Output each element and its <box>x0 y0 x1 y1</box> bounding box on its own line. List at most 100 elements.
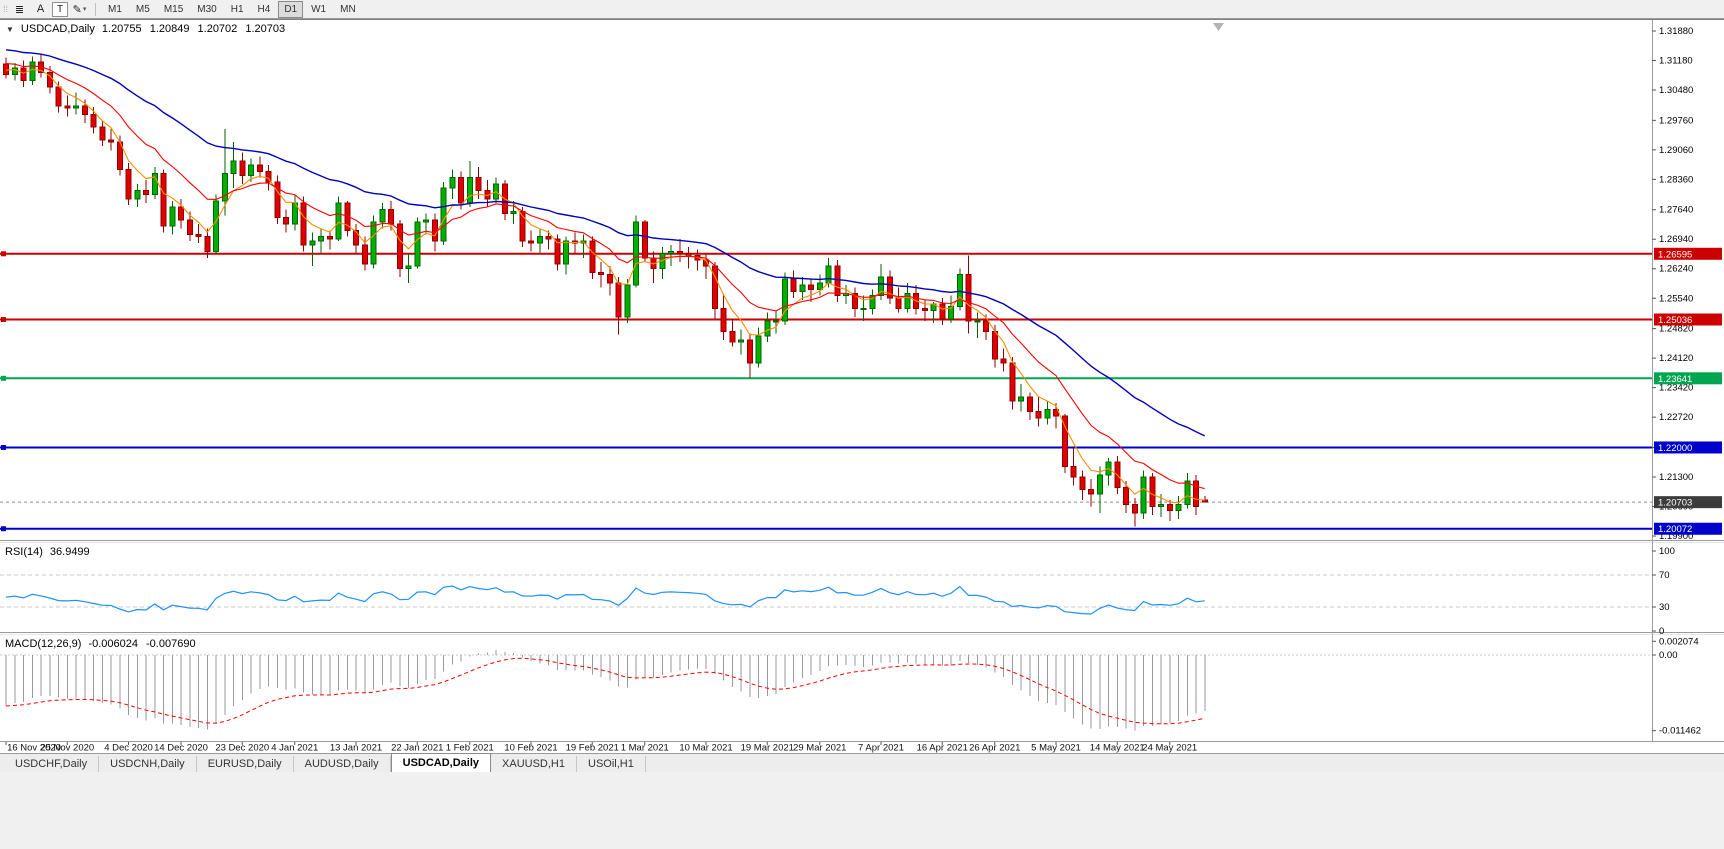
svg-text:1.31880: 1.31880 <box>1659 26 1693 37</box>
chart-tab-bar: USDCHF,Daily USDCNH,Daily EURUSD,Daily AUDU… <box>0 753 1724 772</box>
svg-text:14 May 2021: 14 May 2021 <box>1090 743 1145 754</box>
svg-text:16 Nov 2020: 16 Nov 2020 <box>7 743 61 754</box>
svg-text:1.23420: 1.23420 <box>1659 383 1693 394</box>
svg-text:0: 0 <box>1659 626 1664 637</box>
macd-signal-line <box>5 657 1205 725</box>
timeframe-h4-button[interactable]: H4 <box>257 3 271 15</box>
svg-text:1.25036: 1.25036 <box>1658 315 1692 326</box>
chart-ohlc-values: 1.20755 1.20849 1.20702 1.20703 <box>101 23 286 35</box>
timeframe-m30-button[interactable]: M30 <box>197 3 217 15</box>
timeframe-m1-button[interactable]: M1 <box>108 3 122 15</box>
svg-text:13 Jan 2021: 13 Jan 2021 <box>330 743 382 754</box>
timeframe-m5-button[interactable]: M5 <box>135 3 150 15</box>
svg-text:23 Dec 2020: 23 Dec 2020 <box>215 743 269 754</box>
line-anchor-marker <box>1 251 6 257</box>
chart-tab-audusd-daily[interactable]: AUDUSD,Daily <box>294 756 391 772</box>
svg-text:10 Feb 2021: 10 Feb 2021 <box>504 743 557 754</box>
price-tag-1.25036: 1.25036 <box>1654 313 1722 326</box>
svg-text:1.21300: 1.21300 <box>1659 472 1693 483</box>
horizontal-line-1.26595[interactable] <box>0 251 1652 257</box>
svg-text:1.26240: 1.26240 <box>1659 264 1693 275</box>
price-axis: 1.31880 1.31180 1.30480 1.29760 1.29060 1.283… <box>1652 26 1693 542</box>
svg-text:16 Apr 2021: 16 Apr 2021 <box>917 743 968 754</box>
svg-text:1.25540: 1.25540 <box>1659 293 1693 304</box>
text-tool-button[interactable]: T <box>52 1 68 17</box>
ma-slow-ema <box>5 49 1206 437</box>
chart-symbol-label: USDCAD,Daily <box>20 23 95 35</box>
chart-shift-marker-icon[interactable] <box>1213 23 1224 31</box>
draw-tool-button[interactable]: ✎ ▾ <box>70 1 89 18</box>
svg-text:1.29060: 1.29060 <box>1659 145 1693 156</box>
horizontal-line-1.25036[interactable] <box>0 316 1652 322</box>
chart-tools-icon[interactable]: ≣ <box>14 3 25 16</box>
svg-text:25 Nov 2020: 25 Nov 2020 <box>40 743 94 754</box>
line-anchor-marker <box>1 316 6 322</box>
toolbar-grip[interactable]: ⁞⁞ <box>2 3 8 14</box>
toolbar-separator <box>95 2 96 16</box>
rsi-value: 36.9499 <box>49 546 90 558</box>
line-anchor-marker <box>1 375 6 381</box>
svg-text:1.30480: 1.30480 <box>1659 85 1693 96</box>
svg-text:19 Mar 2021: 19 Mar 2021 <box>741 743 794 754</box>
chart-tab-xauusd-h1[interactable]: XAUUSD,H1 <box>491 756 577 772</box>
horizontal-line-1.23641[interactable] <box>0 375 1652 381</box>
rsi-line <box>5 585 1205 615</box>
chevron-down-icon: ▾ <box>82 6 87 13</box>
chart-title: ▼ USDCAD,Daily 1.20755 1.20849 1.20702 1… <box>6 23 285 35</box>
svg-text:-0.011462: -0.011462 <box>1659 726 1701 737</box>
svg-text:1.24820: 1.24820 <box>1659 324 1693 335</box>
svg-text:7 Apr 2021: 7 Apr 2021 <box>858 743 904 754</box>
svg-text:1.20072: 1.20072 <box>1658 524 1692 535</box>
svg-text:1.19900: 1.19900 <box>1659 531 1693 542</box>
svg-text:26 Apr 2021: 26 Apr 2021 <box>969 743 1020 754</box>
svg-text:22 Jan 2021: 22 Jan 2021 <box>391 743 443 754</box>
svg-text:1.26940: 1.26940 <box>1659 234 1693 245</box>
svg-text:4 Jan 2021: 4 Jan 2021 <box>271 743 318 754</box>
svg-text:0.00: 0.00 <box>1659 650 1678 661</box>
svg-text:30: 30 <box>1659 602 1670 613</box>
svg-text:10 Mar 2021: 10 Mar 2021 <box>679 743 732 754</box>
price-tag-1.22000: 1.22000 <box>1654 441 1722 454</box>
price-tag-1.23641: 1.23641 <box>1654 372 1722 385</box>
svg-text:0.002074: 0.002074 <box>1659 636 1699 647</box>
timeframe-d1-button[interactable]: D1 <box>278 0 304 18</box>
svg-text:1.22000: 1.22000 <box>1658 443 1692 454</box>
ma-fast-ema <box>5 68 1205 504</box>
macd-histogram <box>5 650 1206 731</box>
svg-text:1.26595: 1.26595 <box>1658 249 1692 260</box>
workspace-background <box>0 772 1724 849</box>
svg-text:1.22720: 1.22720 <box>1659 412 1693 423</box>
svg-text:1.27640: 1.27640 <box>1659 205 1693 216</box>
timeframe-toolbar: M1 M5 M15 M30 H1 H4 D1 W1 MN <box>101 0 363 18</box>
timeframe-h1-button[interactable]: H1 <box>230 3 244 15</box>
chart-tab-usoil-h1[interactable]: USOil,H1 <box>577 756 646 772</box>
line-anchor-marker <box>1 444 6 450</box>
macd-title: MACD(12,26,9) -0.006024 -0.007690 <box>5 638 196 650</box>
ma-mid-ema <box>5 63 1205 490</box>
pencil-icon: ✎ <box>72 3 82 16</box>
svg-text:19 Feb 2021: 19 Feb 2021 <box>566 743 619 754</box>
chart-tab-usdcad-daily[interactable]: USDCAD,Daily <box>390 753 492 772</box>
svg-text:1.24120: 1.24120 <box>1659 353 1693 364</box>
horizontal-line-1.20072[interactable] <box>0 526 1652 532</box>
chart-tab-eurusd-daily[interactable]: EURUSD,Daily <box>197 756 294 772</box>
timeframe-mn-button[interactable]: MN <box>340 3 356 15</box>
price-tag-1.20072: 1.20072 <box>1654 522 1722 535</box>
timeframe-m15-button[interactable]: M15 <box>163 3 184 15</box>
timeframe-w1-button[interactable]: W1 <box>311 3 327 15</box>
rsi-title: RSI(14) 36.9499 <box>5 546 90 558</box>
line-anchor-marker <box>1 526 6 532</box>
svg-text:24 May 2021: 24 May 2021 <box>1142 743 1197 754</box>
svg-text:1 Mar 2021: 1 Mar 2021 <box>621 743 669 754</box>
chart-tab-usdchf-daily[interactable]: USDCHF,Daily <box>4 756 100 772</box>
horizontal-line-1.22000[interactable] <box>0 444 1652 450</box>
svg-text:1.29760: 1.29760 <box>1659 115 1693 126</box>
current-price-tag: 1.20703 <box>1654 496 1722 509</box>
font-tool-button[interactable]: A <box>36 3 45 15</box>
rsi-label: RSI(14) <box>5 546 43 558</box>
chart-collapse-icon[interactable]: ▼ <box>6 24 14 34</box>
chart-tab-usdcnh-daily[interactable]: USDCNH,Daily <box>99 756 197 772</box>
macd-values: -0.006024 -0.007690 <box>88 638 196 650</box>
svg-text:5 May 2021: 5 May 2021 <box>1031 743 1081 754</box>
